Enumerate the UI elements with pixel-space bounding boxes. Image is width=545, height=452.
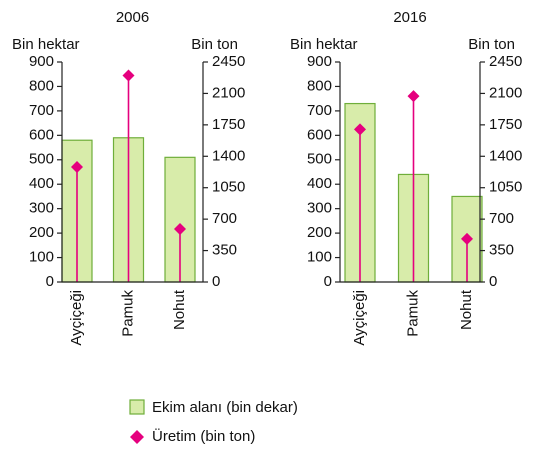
y2-tick-label: 2450	[212, 53, 245, 70]
y-tick-label: 200	[307, 224, 332, 241]
y-tick-label: 600	[307, 126, 332, 143]
y2-tick-label: 2100	[489, 84, 522, 101]
legend-swatch	[129, 399, 145, 415]
y2-tick-label: 2450	[489, 53, 522, 70]
y2-tick-label: 700	[212, 210, 237, 227]
y-tick-label: 100	[307, 249, 332, 266]
y-axis-label: Bin hektar	[12, 36, 80, 53]
diamond-marker	[354, 123, 366, 136]
x-tick-label: Ayçiçeği	[68, 290, 85, 346]
chart-title: 2006	[116, 9, 149, 26]
diamond-marker	[71, 161, 83, 174]
diamond-marker	[407, 90, 420, 103]
x-tick-label: Pamuk	[404, 290, 421, 337]
y2-tick-label: 350	[489, 242, 514, 259]
y-tick-label: 900	[307, 53, 332, 70]
diamond-marker	[461, 232, 473, 245]
y-tick-label: 300	[29, 200, 54, 217]
y2-axis-label: Bin ton	[468, 36, 515, 53]
y-tick-label: 900	[29, 53, 54, 70]
y2-tick-label: 1750	[212, 116, 245, 133]
chart-title: 2016	[393, 9, 426, 26]
y2-tick-label: 1400	[489, 147, 522, 164]
y-tick-label: 500	[29, 151, 54, 168]
y-tick-label: 500	[307, 151, 332, 168]
y-tick-label: 0	[46, 273, 54, 290]
x-tick-label: Ayçiçeği	[351, 290, 368, 346]
legend-label: Ekim alanı (bin dekar)	[152, 399, 298, 416]
y-tick-label: 0	[324, 273, 332, 290]
y-axis-label: Bin hektar	[290, 36, 358, 53]
y2-tick-label: 1400	[212, 147, 245, 164]
legend-label: Üretim (bin ton)	[152, 427, 255, 445]
y2-tick-label: 1050	[212, 179, 245, 196]
y2-tick-label: 700	[489, 210, 514, 227]
y-tick-label: 600	[29, 126, 54, 143]
y-tick-label: 200	[29, 224, 54, 241]
y-tick-label: 700	[307, 102, 332, 119]
y-tick-label: 400	[307, 175, 332, 192]
y2-tick-label: 2100	[212, 84, 245, 101]
y2-tick-label: 350	[212, 242, 237, 259]
x-tick-label: Pamuk	[119, 290, 136, 337]
y2-tick-label: 1050	[489, 179, 522, 196]
y-tick-label: 400	[29, 175, 54, 192]
diamond-marker	[122, 69, 135, 82]
y-tick-label: 800	[307, 77, 332, 94]
y-tick-label: 700	[29, 102, 54, 119]
x-tick-label: Nohut	[171, 289, 188, 330]
legend-swatch	[130, 430, 144, 444]
y2-tick-label: 0	[212, 273, 220, 290]
x-tick-label: Nohut	[458, 289, 475, 330]
y-tick-label: 800	[29, 77, 54, 94]
y2-tick-label: 0	[489, 273, 497, 290]
y-tick-label: 300	[307, 200, 332, 217]
y-tick-label: 100	[29, 249, 54, 266]
y2-axis-label: Bin ton	[191, 36, 238, 53]
y2-tick-label: 1750	[489, 116, 522, 133]
diamond-marker	[174, 223, 186, 236]
